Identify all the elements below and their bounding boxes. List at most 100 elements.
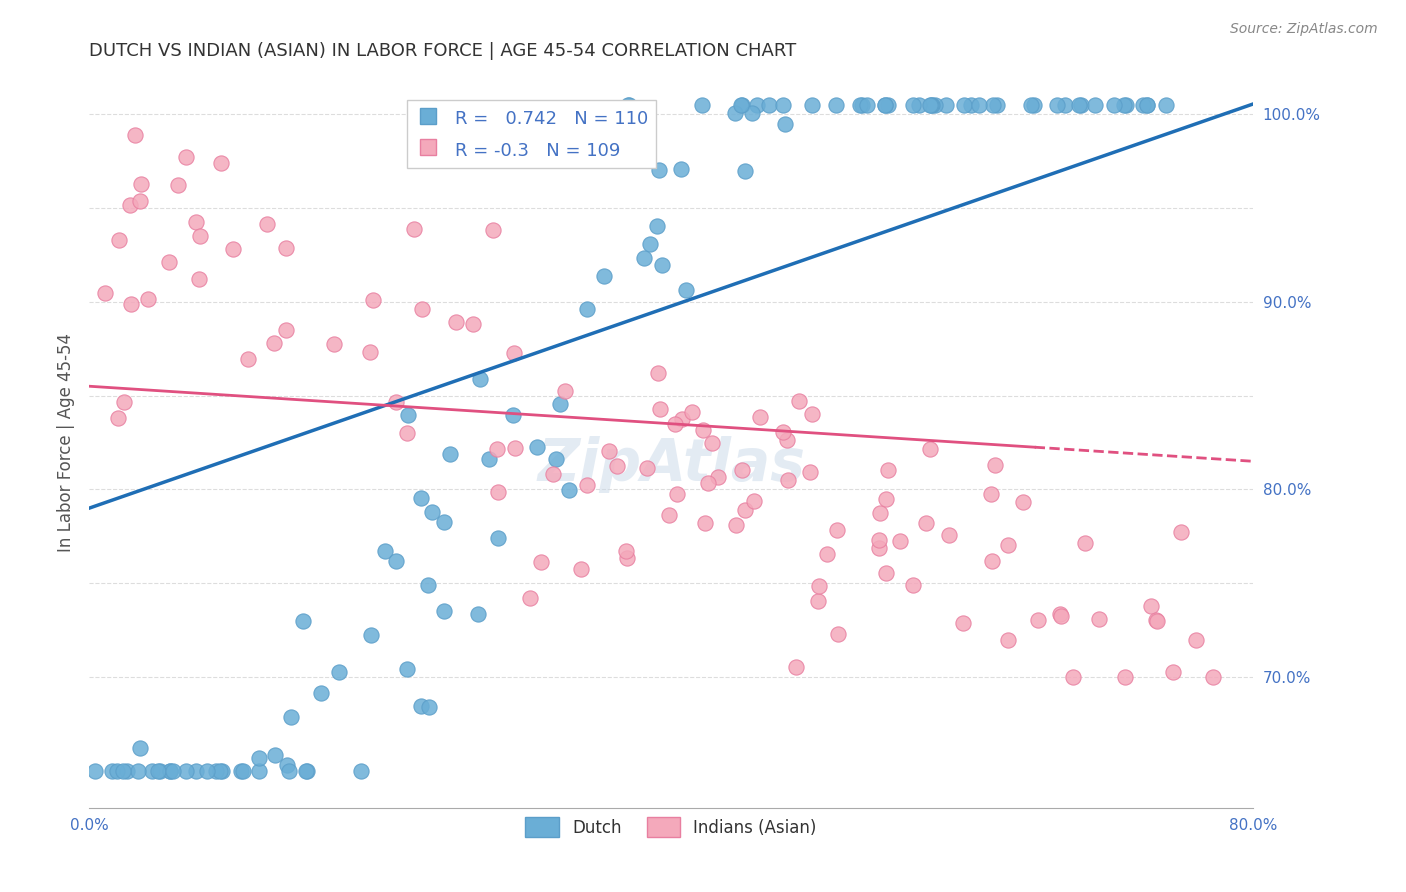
Indians (Asian)	[188, 229, 211, 244]
Indians (Asian)	[1140, 599, 1163, 613]
Dutch	[439, 447, 461, 461]
Dutch	[651, 258, 673, 272]
Y-axis label: In Labor Force | Age 45-54: In Labor Force | Age 45-54	[58, 333, 75, 552]
Dutch	[100, 764, 122, 778]
Text: Source: ZipAtlas.com: Source: ZipAtlas.com	[1230, 22, 1378, 37]
Indians (Asian)	[980, 487, 1002, 501]
Indians (Asian)	[482, 223, 505, 237]
Dutch	[526, 441, 548, 455]
Dutch	[873, 97, 896, 112]
Indians (Asian)	[997, 633, 1019, 648]
Indians (Asian)	[411, 302, 433, 317]
Indians (Asian)	[997, 538, 1019, 552]
Dutch	[908, 97, 931, 112]
Indians (Asian)	[647, 366, 669, 380]
Indians (Asian)	[1144, 613, 1167, 627]
Dutch	[851, 97, 873, 112]
Dutch	[960, 97, 983, 112]
Dutch	[84, 764, 107, 778]
Dutch	[1024, 97, 1046, 112]
Indians (Asian)	[1062, 670, 1084, 684]
Dutch	[801, 97, 824, 112]
Dutch	[1019, 97, 1042, 112]
Dutch	[986, 97, 1008, 112]
Dutch	[467, 607, 489, 621]
Indians (Asian)	[576, 477, 599, 491]
Dutch	[433, 603, 456, 617]
Indians (Asian)	[129, 177, 152, 191]
Indians (Asian)	[981, 554, 1004, 568]
Indians (Asian)	[614, 543, 637, 558]
Dutch	[745, 97, 768, 112]
Dutch	[773, 117, 796, 131]
Dutch	[295, 764, 318, 778]
Dutch	[208, 764, 231, 778]
Indians (Asian)	[707, 470, 730, 484]
Indians (Asian)	[1011, 494, 1033, 508]
Indians (Asian)	[486, 442, 509, 457]
Dutch	[731, 97, 754, 112]
Indians (Asian)	[693, 516, 716, 531]
Dutch	[247, 751, 270, 765]
Indians (Asian)	[1161, 665, 1184, 679]
Dutch	[409, 698, 432, 713]
Dutch	[935, 97, 957, 112]
Indians (Asian)	[395, 425, 418, 440]
Indians (Asian)	[875, 566, 897, 581]
Dutch	[195, 764, 218, 778]
Dutch	[1054, 97, 1077, 112]
Indians (Asian)	[952, 615, 974, 630]
Indians (Asian)	[404, 221, 426, 235]
Dutch	[920, 97, 942, 112]
Indians (Asian)	[129, 194, 152, 208]
Indians (Asian)	[94, 286, 117, 301]
Indians (Asian)	[385, 394, 408, 409]
Indians (Asian)	[799, 465, 821, 479]
Dutch	[1102, 97, 1125, 112]
Dutch	[1070, 97, 1092, 112]
Dutch	[127, 764, 149, 778]
Dutch	[903, 97, 925, 112]
Dutch	[920, 97, 942, 112]
Dutch	[470, 371, 492, 385]
Indians (Asian)	[1114, 670, 1136, 684]
Dutch	[558, 483, 581, 497]
Dutch	[280, 709, 302, 723]
Dutch	[1136, 97, 1159, 112]
Dutch	[291, 614, 314, 628]
Indians (Asian)	[222, 242, 245, 256]
Indians (Asian)	[188, 272, 211, 286]
Indians (Asian)	[444, 315, 467, 329]
Dutch	[141, 764, 163, 778]
Dutch	[148, 764, 170, 778]
Indians (Asian)	[801, 407, 824, 421]
Text: DUTCH VS INDIAN (ASIAN) IN LABOR FORCE | AGE 45-54 CORRELATION CHART: DUTCH VS INDIAN (ASIAN) IN LABOR FORCE |…	[89, 42, 796, 60]
Indians (Asian)	[901, 578, 924, 592]
Indians (Asian)	[184, 215, 207, 229]
Dutch	[875, 97, 897, 112]
Indians (Asian)	[787, 393, 810, 408]
Dutch	[1136, 97, 1159, 112]
Dutch	[1132, 97, 1154, 112]
Dutch	[231, 764, 253, 778]
Dutch	[675, 283, 697, 297]
Indians (Asian)	[598, 443, 620, 458]
Dutch	[162, 764, 184, 778]
Indians (Asian)	[702, 436, 724, 450]
Dutch	[1154, 97, 1177, 112]
Indians (Asian)	[108, 233, 131, 247]
Dutch	[115, 764, 138, 778]
Indians (Asian)	[664, 417, 686, 432]
Dutch	[1084, 97, 1107, 112]
Dutch	[724, 106, 747, 120]
Indians (Asian)	[875, 492, 897, 507]
Indians (Asian)	[671, 412, 693, 426]
Indians (Asian)	[1146, 614, 1168, 628]
Indians (Asian)	[1185, 632, 1208, 647]
Indians (Asian)	[915, 516, 938, 530]
Dutch	[264, 748, 287, 763]
Indians (Asian)	[1088, 612, 1111, 626]
Text: ZipAtlas: ZipAtlas	[537, 436, 806, 493]
Indians (Asian)	[1049, 607, 1071, 621]
Indians (Asian)	[461, 317, 484, 331]
